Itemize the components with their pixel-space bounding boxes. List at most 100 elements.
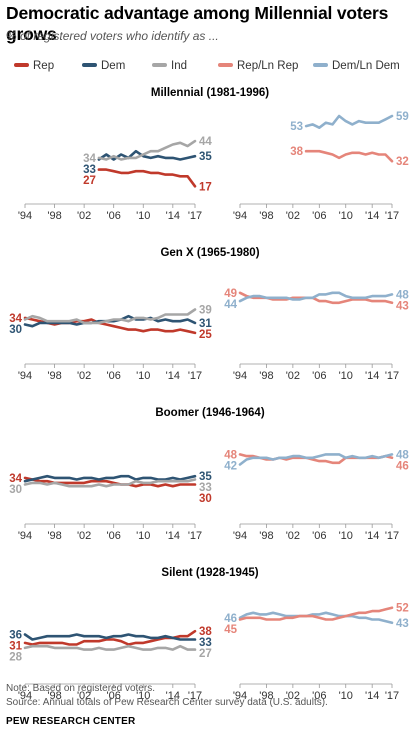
x-tick-label: '14: [365, 370, 379, 382]
x-tick-label: '06: [107, 210, 121, 222]
data-label-start-ind: 30: [9, 484, 22, 496]
x-tick-label: '02: [286, 690, 300, 702]
data-label-start-dem-ln-dem: 42: [224, 460, 237, 472]
data-label-start-rep-ln-rep: 48: [224, 449, 237, 461]
data-label-end-dem: 33: [199, 637, 212, 649]
x-tick-label: '14: [365, 210, 379, 222]
data-label-end-rep-ln-rep: 32: [396, 156, 409, 168]
x-tick-label: '06: [107, 530, 121, 542]
data-label-end-ind: 39: [199, 304, 212, 316]
x-tick-label: '06: [312, 210, 326, 222]
x-tick-label: '98: [259, 210, 273, 222]
series-line-rep-ln-rep-millennial-1981-1996: [304, 149, 394, 163]
legend-swatch-rep: [14, 62, 29, 67]
data-label-start-rep: 31: [9, 641, 22, 653]
data-label-start-rep-ln-rep: 45: [224, 624, 237, 636]
data-label-end-ind: 27: [199, 648, 212, 660]
series-line-dem-ln-dem-silent-1928-1945: [238, 611, 394, 625]
data-label-start-dem-ln-dem: 46: [224, 613, 237, 625]
data-label-start-rep-ln-rep: 38: [290, 146, 303, 158]
x-tick-label: '10: [136, 370, 150, 382]
x-tick-label: '94: [233, 210, 247, 222]
legend-item-dem: Dem: [82, 60, 125, 72]
data-label-end-dem: 35: [199, 471, 212, 483]
x-tick-label: '17: [385, 370, 399, 382]
x-tick-label: '06: [107, 690, 121, 702]
data-label-end-rep: 25: [199, 329, 212, 341]
data-label-end-rep: 17: [199, 181, 212, 193]
series-line-dem-ln-dem-boomer-1946-1964: [238, 453, 394, 466]
x-tick-label: '10: [136, 210, 150, 222]
x-tick-label: '98: [259, 370, 273, 382]
x-tick-label: '17: [188, 370, 202, 382]
x-tick-label: '94: [18, 530, 32, 542]
x-tick-label: '94: [18, 210, 32, 222]
data-label-start-dem-ln-dem: 53: [290, 121, 303, 133]
legend-label-dem-ln-dem: Dem/Ln Dem: [332, 60, 400, 72]
data-label-start-dem: 33: [83, 164, 96, 176]
x-tick-label: '10: [136, 690, 150, 702]
legend: Rep Dem Ind Rep/Ln Rep Dem/Ln Dem: [0, 60, 420, 76]
x-tick-label: '17: [385, 530, 399, 542]
series-line-dem-millennial-1981-1996: [97, 149, 197, 161]
data-label-start-rep: 27: [83, 175, 96, 187]
series-line-ind-gen-x-1965-1980: [23, 308, 197, 325]
x-tick-label: '02: [77, 690, 91, 702]
x-tick-label: '17: [385, 210, 399, 222]
legend-item-ind: Ind: [152, 60, 187, 72]
x-tick-label: '98: [259, 690, 273, 702]
data-label-start-rep-ln-rep: 49: [224, 288, 237, 300]
series-line-rep-gen-x-1965-1980: [23, 316, 197, 335]
x-tick-label: '10: [339, 530, 353, 542]
data-label-end-dem: 31: [199, 318, 212, 330]
x-tick-label: '17: [385, 690, 399, 702]
legend-label-dem: Dem: [101, 60, 126, 72]
legend-swatch-rep-ln-rep: [218, 62, 233, 67]
x-tick-label: '17: [188, 530, 202, 542]
series-line-rep-millennial-1981-1996: [97, 168, 197, 188]
publisher-credit: PEW RESEARCH CENTER: [6, 716, 136, 727]
x-tick-label: '02: [286, 530, 300, 542]
data-label-end-rep: 30: [199, 493, 212, 505]
x-tick-label: '14: [365, 690, 379, 702]
x-tick-label: '14: [365, 530, 379, 542]
panel-title-silent-1928-1945: Silent (1928-1945): [161, 567, 258, 579]
x-tick-label: '10: [339, 690, 353, 702]
data-label-start-dem: 30: [9, 324, 22, 336]
x-tick-label: '06: [107, 370, 121, 382]
x-tick-label: '94: [233, 690, 247, 702]
x-tick-label: '02: [77, 210, 91, 222]
data-label-end-dem-ln-dem: 48: [396, 289, 409, 301]
panel-title-boomer-1946-1964: Boomer (1946-1964): [155, 407, 264, 419]
data-label-end-rep: 38: [199, 626, 212, 638]
panel-title-gen-x-1965-1980: Gen X (1965-1980): [160, 247, 259, 259]
series-line-ind-millennial-1981-1996: [97, 139, 197, 161]
x-tick-label: '98: [47, 370, 61, 382]
x-tick-label: '14: [166, 370, 180, 382]
x-tick-label: '17: [188, 690, 202, 702]
x-tick-label: '14: [166, 210, 180, 222]
x-tick-label: '98: [259, 530, 273, 542]
legend-label-ind: Ind: [171, 60, 187, 72]
chart-subtitle: % of registered voters who identify as .…: [6, 29, 219, 43]
data-label-end-dem-ln-dem: 48: [396, 449, 409, 461]
data-label-start-ind: 28: [9, 652, 22, 664]
x-tick-label: '06: [312, 530, 326, 542]
chart-note: Note: Based on registered voters.: [6, 683, 155, 694]
x-tick-label: '10: [339, 210, 353, 222]
data-label-end-ind: 33: [199, 482, 212, 494]
x-tick-label: '98: [47, 690, 61, 702]
data-label-start-rep: 34: [9, 473, 22, 485]
legend-swatch-dem-ln-dem: [313, 62, 328, 67]
chart-title: Democratic advantage among Millennial vo…: [6, 3, 389, 44]
x-tick-label: '02: [286, 370, 300, 382]
x-tick-label: '10: [339, 370, 353, 382]
panel-title-millennial-1981-1996: Millennial (1981-1996): [151, 87, 269, 99]
series-line-rep-ln-rep-silent-1928-1945: [238, 606, 394, 621]
data-label-start-ind: 34: [83, 153, 96, 165]
data-label-end-dem-ln-dem: 59: [396, 111, 409, 123]
x-tick-label: '02: [77, 530, 91, 542]
data-label-end-rep-ln-rep: 52: [396, 603, 409, 615]
x-tick-label: '14: [166, 690, 180, 702]
